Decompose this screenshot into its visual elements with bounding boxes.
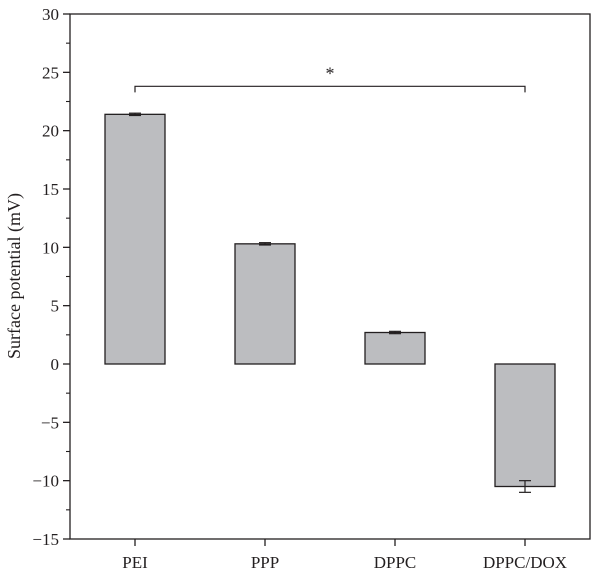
- bar-pei: [104, 113, 166, 365]
- significance-line: [134, 85, 526, 93]
- y-tick-label: 30: [42, 5, 59, 24]
- x-axis-ticks: PEI PPP DPPC DPPC/DOX: [122, 539, 567, 572]
- y-tick-label: −15: [32, 530, 59, 549]
- bar-dppc-dox: [494, 363, 556, 488]
- y-tick-label: 10: [42, 238, 59, 257]
- y-tick-label: 5: [51, 297, 60, 316]
- x-tick-label: PEI: [122, 553, 148, 572]
- significance-asterisk: *: [326, 63, 335, 83]
- y-tick-label: 20: [42, 122, 59, 141]
- y-tick-label: −10: [32, 472, 59, 491]
- y-tick-label: 0: [51, 355, 60, 374]
- y-tick-label: 15: [42, 180, 59, 199]
- y-tick-label: −5: [41, 413, 59, 432]
- significance-bracket: *: [134, 63, 526, 93]
- y-tick-label: 25: [42, 63, 59, 82]
- bar-ppp: [234, 243, 296, 365]
- x-tick-label: DPPC: [374, 553, 417, 572]
- bars: [104, 112, 556, 493]
- x-tick-label: PPP: [251, 553, 279, 572]
- x-tick-label: DPPC/DOX: [483, 553, 567, 572]
- y-axis-ticks: −15 −10 −5 0 5 10 15 20 25 30: [32, 5, 70, 549]
- bar-dppc: [364, 331, 426, 365]
- y-axis-title: Surface potential (mV): [4, 193, 25, 359]
